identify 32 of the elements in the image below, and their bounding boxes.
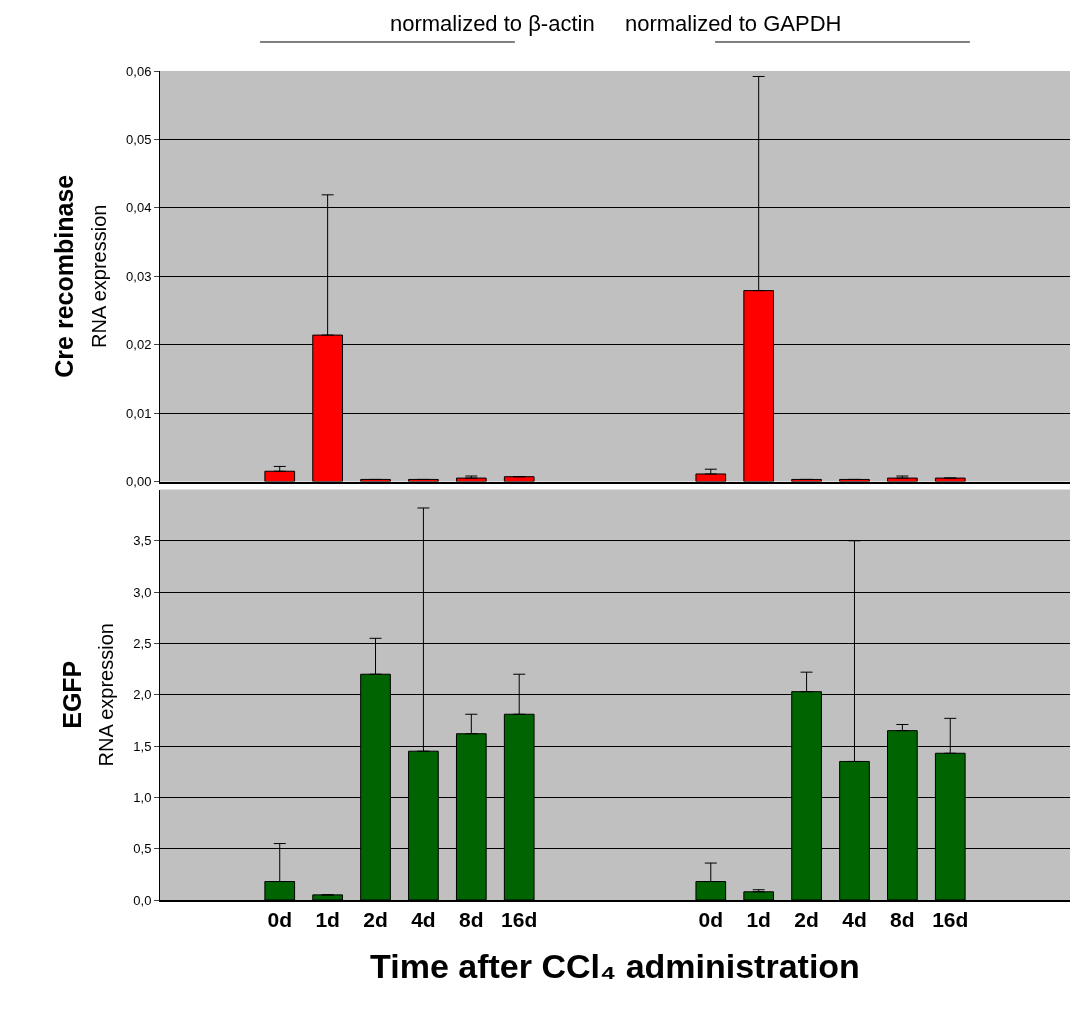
y-tick-label: 1,5 [133,738,152,754]
x-tick-label: 4d [842,908,867,932]
y-tick-label: 2,0 [133,687,152,703]
y-tick-label: 3,5 [133,533,152,549]
x-tick-label: 1d [746,908,771,932]
y-tick-label: 0,0 [133,892,152,908]
x-tick-label: 0d [698,908,724,932]
x-tick-label: 16d [501,908,538,932]
y-tick-label: 0,05 [126,131,152,147]
x-tick-label: 8d [459,908,484,932]
x-axis-title: Time after CCl₄ administration [370,947,860,985]
y-tick-label: 0,04 [126,200,152,216]
text: normalized to β-actin [390,11,595,36]
x-tick-label: 2d [363,908,388,932]
x-tick-label: 16d [932,908,969,932]
x-tick-label: 8d [890,908,915,932]
text: normalized to GAPDH [625,11,842,36]
y-tick-label: 0,00 [126,474,152,490]
y-tick-label: 3,0 [133,584,152,600]
y-axis-title: EGFP RNA expression [57,623,118,767]
y-axis-title: Cre recombinase RNA expression [50,174,110,378]
y-tick-label: 1,0 [133,789,152,805]
y-tick-label: 0,06 [126,63,152,79]
y-tick-label: 0,03 [126,268,152,284]
y-tick-label: 0,5 [133,841,152,857]
x-tick-label: 0d [267,908,292,932]
x-tick-label: 1d [315,908,340,932]
x-tick-label: 4d [411,908,436,932]
y-tick-label: 0,02 [126,337,152,353]
x-tick-label: 2d [794,908,819,932]
y-tick-label: 2,5 [133,635,152,651]
y-tick-label: 0,01 [126,405,152,421]
